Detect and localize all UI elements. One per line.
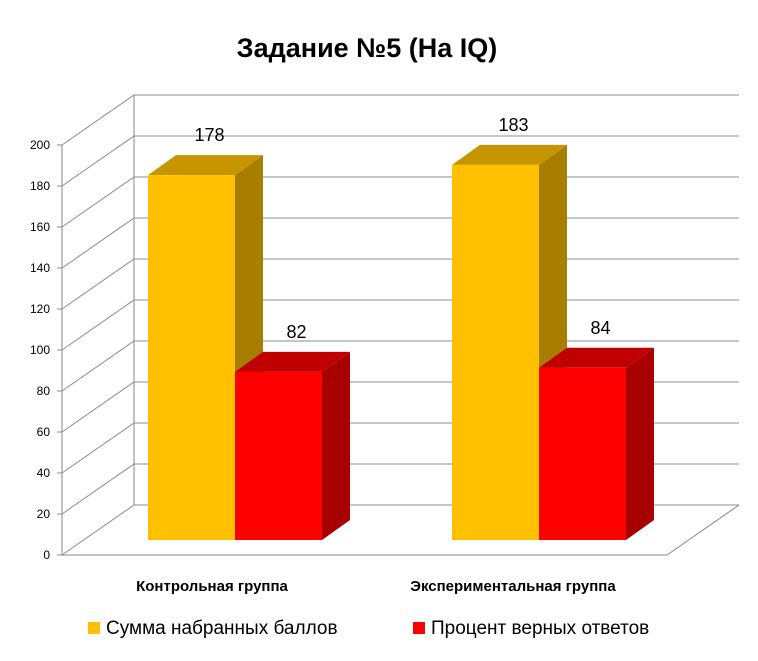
bar-top — [235, 351, 350, 372]
bar-front — [235, 371, 322, 540]
bar-0-1 — [452, 144, 567, 540]
data-label: 183 — [498, 115, 528, 135]
data-label: 82 — [286, 322, 306, 342]
legend-label: Сумма набранных баллов — [106, 618, 338, 639]
bar-side — [626, 347, 654, 540]
x-axis-labels: Контрольная группа Экспериментальная груп… — [136, 578, 616, 595]
y-tick-label: 160 — [30, 220, 50, 234]
legend-item: Процент верных ответов — [413, 618, 649, 639]
bar-top — [148, 155, 263, 176]
bar-1-0 — [235, 351, 350, 540]
y-tick-label: 100 — [30, 343, 50, 357]
bar-front — [452, 164, 539, 540]
bar-top — [539, 347, 654, 368]
gridline — [61, 94, 739, 146]
y-tick-label: 180 — [30, 179, 50, 193]
y-tick-label: 60 — [37, 425, 51, 439]
y-tick-label: 20 — [37, 507, 51, 521]
bar-front — [539, 367, 626, 540]
x-tick-label: Экспериментальная группа — [410, 578, 616, 595]
x-tick-label: Контрольная группа — [136, 578, 288, 595]
data-label: 84 — [590, 318, 610, 338]
y-tick-label: 200 — [30, 138, 50, 152]
y-tick-label: 140 — [30, 261, 50, 275]
bar-1-1 — [539, 347, 654, 540]
y-axis-ticks: 0 20 40 60 80 100 120 140 160 180 200 — [30, 138, 50, 562]
legend-swatch — [88, 622, 100, 634]
y-tick-label: 80 — [37, 384, 51, 398]
bars — [148, 144, 654, 540]
data-label: 178 — [194, 125, 224, 145]
y-tick-label: 40 — [37, 466, 51, 480]
legend-item: Сумма набранных баллов — [88, 618, 338, 639]
bar-front — [148, 175, 235, 540]
legend-label: Процент верных ответов — [431, 618, 649, 639]
y-tick-label: 0 — [43, 548, 50, 562]
bar-side — [322, 351, 350, 540]
data-labels: 178 82 183 84 — [194, 115, 610, 342]
chart-title: Задание №5 (На IQ) — [237, 33, 498, 63]
legend-swatch — [413, 622, 425, 634]
y-tick-label: 120 — [30, 302, 50, 316]
bar-top — [452, 144, 567, 165]
legend: Сумма набранных баллов Процент верных отв… — [88, 618, 649, 639]
gridline — [61, 135, 739, 187]
floor-edge — [62, 504, 740, 556]
